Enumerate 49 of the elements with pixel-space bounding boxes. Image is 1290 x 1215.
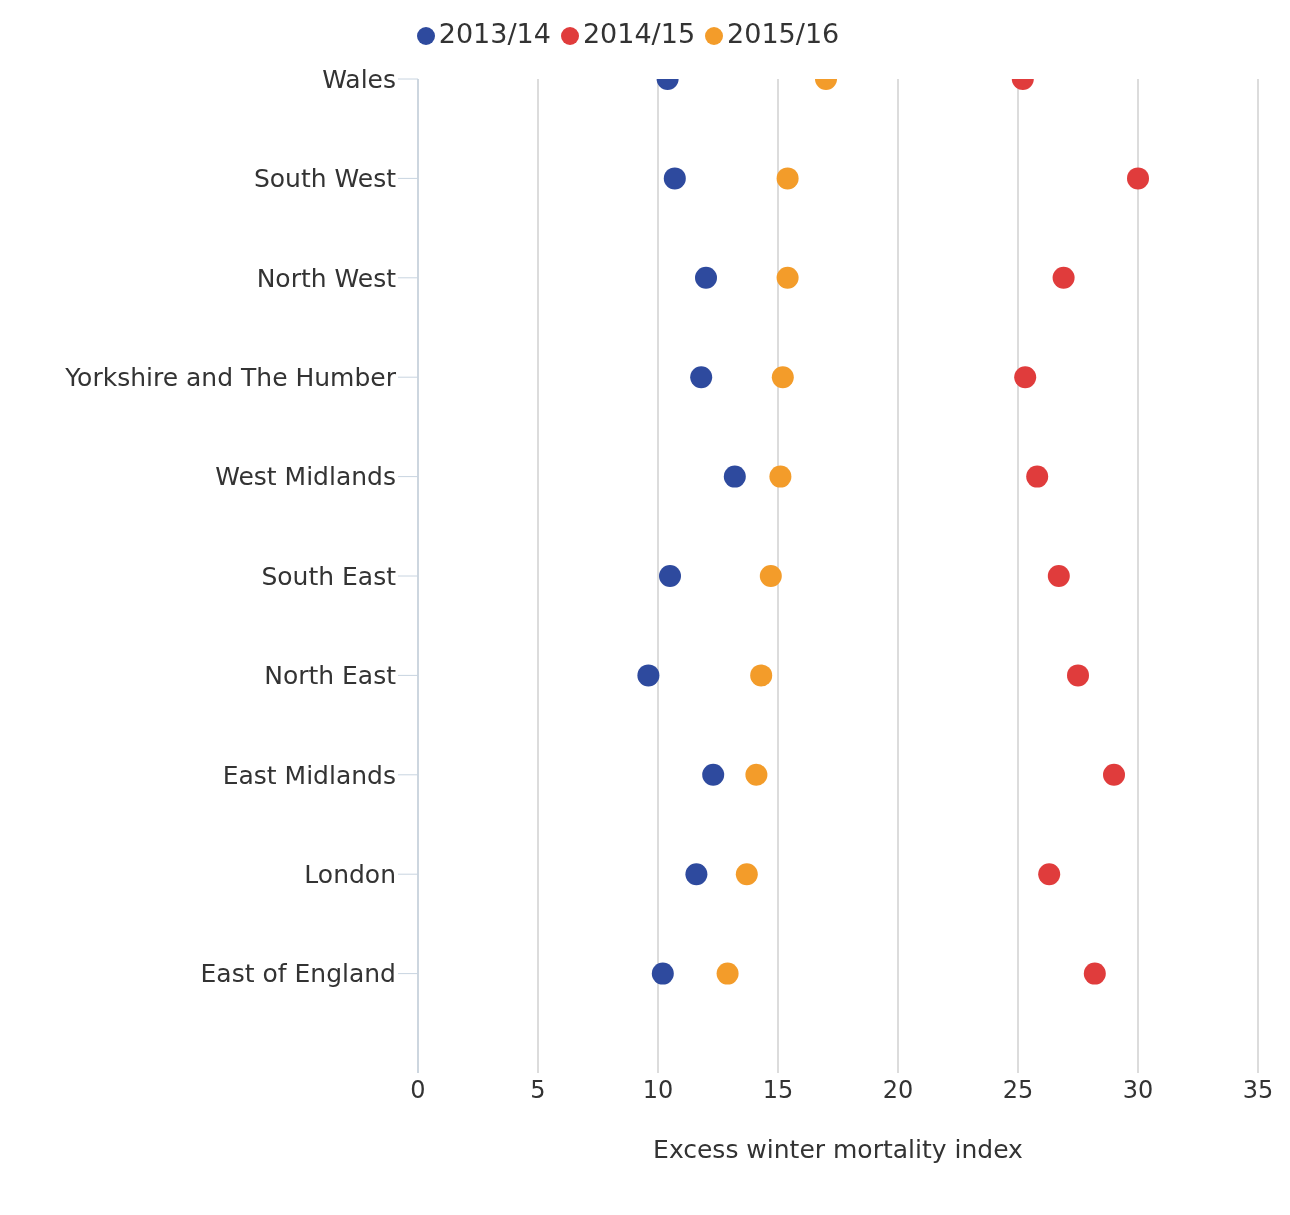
- point: [723, 465, 746, 488]
- x-tick-label: 10: [642, 1076, 674, 1105]
- point: [716, 962, 739, 985]
- legend-label: 2015/16: [727, 18, 840, 49]
- point: [1038, 863, 1061, 886]
- legend-label: 2014/15: [582, 18, 696, 49]
- y-tick-label: East of England: [200, 959, 396, 989]
- point: [759, 565, 782, 587]
- point: [1047, 565, 1070, 587]
- point: [1026, 465, 1049, 488]
- x-axis-title: Excess winter mortality index: [653, 1135, 1023, 1164]
- legend-label: 2013/14: [438, 18, 551, 49]
- point: [651, 962, 674, 985]
- x-tick-label: 25: [1002, 1076, 1034, 1105]
- y-tick-label: West Midlands: [215, 462, 396, 492]
- x-tick-label: 35: [1242, 1076, 1274, 1105]
- point: [695, 266, 717, 289]
- y-tick-label: South West: [253, 164, 397, 194]
- y-tick-label: East Midlands: [222, 760, 396, 790]
- y-tick-label: North East: [264, 661, 397, 691]
- point: [1014, 366, 1037, 389]
- point: [776, 167, 799, 190]
- y-tick-label: Wales: [322, 64, 396, 94]
- x-tick-label: 20: [882, 1076, 914, 1105]
- point: [735, 863, 758, 886]
- point: [1103, 763, 1125, 786]
- point: [659, 565, 681, 587]
- x-tick-label: 15: [762, 1076, 794, 1105]
- point: [776, 266, 799, 289]
- point: [769, 465, 792, 488]
- point: [637, 664, 660, 687]
- point: [750, 664, 773, 687]
- point: [663, 167, 686, 190]
- y-tick-label: South East: [261, 561, 397, 591]
- x-tick-label: 5: [530, 1076, 546, 1105]
- point: [771, 366, 794, 389]
- point: [702, 763, 725, 786]
- point: [1083, 962, 1106, 985]
- point: [745, 763, 768, 786]
- point: [685, 863, 708, 886]
- y-tick-label: Yorkshire and The Humber: [64, 363, 397, 393]
- point: [690, 366, 713, 389]
- x-tick-label: 0: [410, 1076, 426, 1105]
- x-tick-label: 30: [1122, 1076, 1154, 1105]
- y-tick-label: North West: [256, 263, 397, 293]
- y-tick-label: London: [304, 860, 396, 890]
- point: [1127, 167, 1149, 190]
- point: [1052, 266, 1075, 289]
- point: [1067, 664, 1089, 687]
